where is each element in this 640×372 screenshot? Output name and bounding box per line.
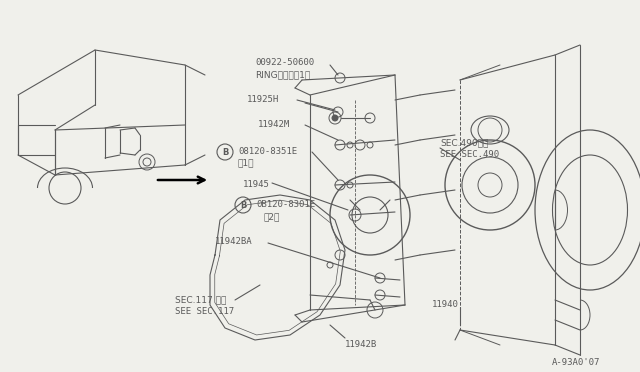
Text: 08120-8351E: 08120-8351E bbox=[238, 147, 297, 156]
Text: ＜1＞: ＜1＞ bbox=[238, 158, 255, 167]
Text: SEE SEC.117: SEE SEC.117 bbox=[175, 307, 234, 316]
Circle shape bbox=[332, 115, 338, 121]
Text: 11940: 11940 bbox=[432, 300, 459, 309]
Text: 00922-50600: 00922-50600 bbox=[255, 58, 314, 67]
Text: 11942BA: 11942BA bbox=[215, 237, 253, 246]
Text: RINGリング＜1＞: RINGリング＜1＞ bbox=[255, 70, 310, 79]
Text: 0B120-8301E: 0B120-8301E bbox=[256, 200, 315, 209]
Text: 11942B: 11942B bbox=[345, 340, 377, 349]
Text: B: B bbox=[222, 148, 228, 157]
Text: SEE SEC.490: SEE SEC.490 bbox=[440, 150, 499, 159]
Text: SEC.117 参照: SEC.117 参照 bbox=[175, 295, 227, 304]
Text: 11945: 11945 bbox=[243, 180, 270, 189]
Text: B: B bbox=[240, 201, 246, 209]
Text: 11942M: 11942M bbox=[258, 120, 291, 129]
Text: 11925H: 11925H bbox=[247, 95, 279, 104]
Text: （2）: （2） bbox=[263, 212, 280, 221]
Text: A-93A0'07: A-93A0'07 bbox=[552, 358, 600, 367]
Text: SEC.490参照: SEC.490参照 bbox=[440, 138, 488, 147]
